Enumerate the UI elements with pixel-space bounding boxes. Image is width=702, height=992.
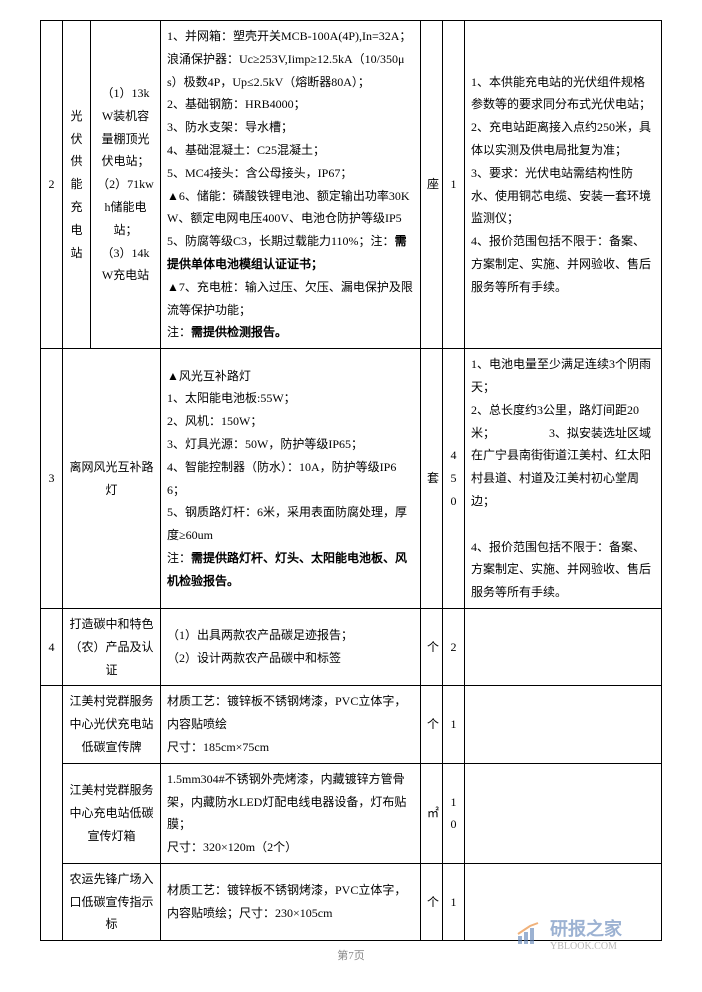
cell-note — [465, 763, 662, 863]
cell-qty: 10 — [443, 763, 465, 863]
cell-unit: 个 — [421, 608, 443, 685]
table-row: 2光伏供能充电站（1）13kW装机容量棚顶光伏电站；（2）71kwh储能电站；（… — [41, 21, 662, 349]
cell-qty: 450 — [443, 349, 465, 609]
cell-spec: 农运先锋广场入口低碳宣传指示标 — [63, 863, 161, 940]
table-row: 江美村党群服务中心光伏充电站低碳宣传牌材质工艺：镀锌板不锈钢烤漆，PVC立体字，… — [41, 686, 662, 763]
cell-unit: 个 — [421, 686, 443, 763]
table-row: 江美村党群服务中心充电站低碳宣传灯箱1.5mm304#不锈钢外壳烤漆，内藏镀锌方… — [41, 763, 662, 863]
cell-detail: 1.5mm304#不锈钢外壳烤漆，内藏镀锌方管骨架，内藏防水LED灯配电线电器设… — [161, 763, 421, 863]
cell-spec: 江美村党群服务中心充电站低碳宣传灯箱 — [63, 763, 161, 863]
cell-qty: 1 — [443, 21, 465, 349]
table-row: 4打造碳中和特色（农）产品及认证（1）出具两款农产品碳足迹报告；（2）设计两款农… — [41, 608, 662, 685]
cell-note: 1、电池电量至少满足连续3个阴雨天；2、总长度约3公里，路灯间距20米； 3、拟… — [465, 349, 662, 609]
cell-unit: 座 — [421, 21, 443, 349]
cell-spec: 打造碳中和特色（农）产品及认证 — [63, 608, 161, 685]
cell-detail: 材质工艺：镀锌板不锈钢烤漆，PVC立体字，内容贴喷绘尺寸：185cm×75cm — [161, 686, 421, 763]
cell-detail: 材质工艺：镀锌板不锈钢烤漆，PVC立体字，内容贴喷绘；尺寸：230×105cm — [161, 863, 421, 940]
cell-spec: （1）13kW装机容量棚顶光伏电站；（2）71kwh储能电站；（3）14kW充电… — [91, 21, 161, 349]
cell-detail: （1）出具两款农产品碳足迹报告；（2）设计两款农产品碳中和标签 — [161, 608, 421, 685]
cell-note: 1、本供能充电站的光伏组件规格参数等的要求同分布式光伏电站；2、充电站距离接入点… — [465, 21, 662, 349]
cell-qty: 2 — [443, 608, 465, 685]
cell-unit: ㎡ — [421, 763, 443, 863]
table-row: 3离网风光互补路灯▲风光互补路灯1、太阳能电池板:55W；2、风机：150W；3… — [41, 349, 662, 609]
cell-qty: 1 — [443, 686, 465, 763]
watermark: 研报之家 YBLOOK.COM — [516, 915, 622, 952]
watermark-brand: 研报之家 — [550, 915, 622, 941]
watermark-url: YBLOOK.COM — [550, 941, 622, 952]
cell-spec: 江美村党群服务中心光伏充电站低碳宣传牌 — [63, 686, 161, 763]
spec-table: 2光伏供能充电站（1）13kW装机容量棚顶光伏电站；（2）71kwh储能电站；（… — [40, 20, 662, 941]
cell-index: 3 — [41, 349, 63, 609]
cell-detail: ▲风光互补路灯1、太阳能电池板:55W；2、风机：150W；3、灯具光源：50W… — [161, 349, 421, 609]
cell-qty: 1 — [443, 863, 465, 940]
cell-spec: 离网风光互补路灯 — [63, 349, 161, 609]
cell-detail: 1、并网箱：塑壳开关MCB-100A(4P),In=32A；浪涌保护器：Uc≥2… — [161, 21, 421, 349]
cell-index — [41, 686, 63, 941]
cell-index: 4 — [41, 608, 63, 685]
cell-name: 光伏供能充电站 — [63, 21, 91, 349]
cell-unit: 套 — [421, 349, 443, 609]
cell-unit: 个 — [421, 863, 443, 940]
cell-note — [465, 608, 662, 685]
cell-index: 2 — [41, 21, 63, 349]
cell-note — [465, 686, 662, 763]
